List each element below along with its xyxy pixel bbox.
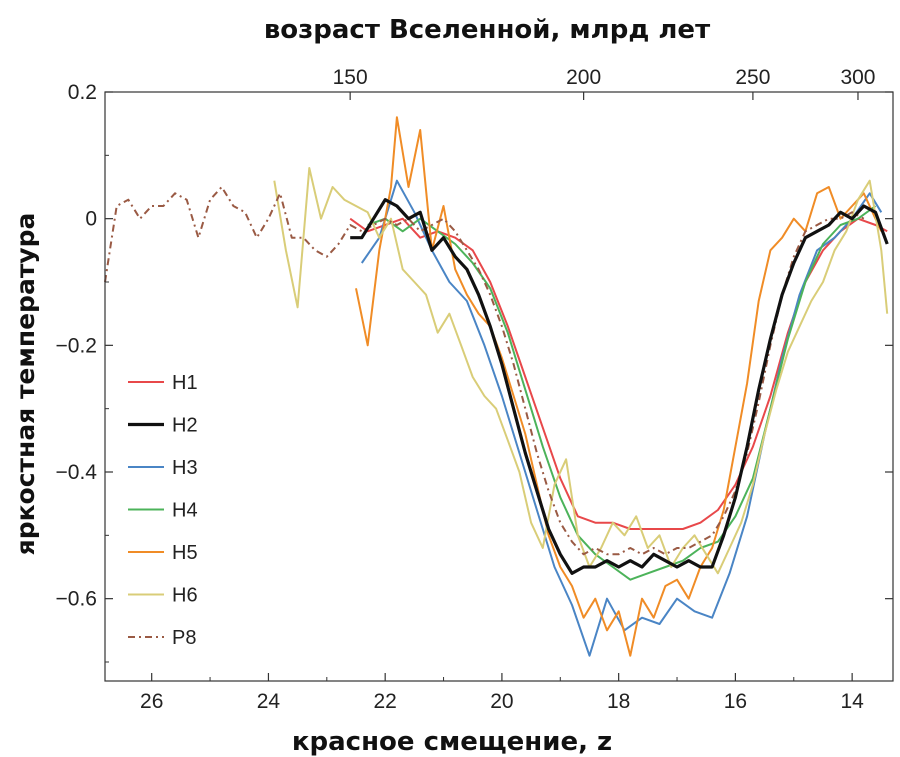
series-line-h1: [349, 217, 888, 530]
plot-lines: [104, 116, 889, 657]
legend-label-h5: H5: [172, 542, 198, 564]
x-axis-label: красное смещение, z: [292, 727, 612, 757]
legend-label-h3: H3: [172, 457, 198, 479]
y-tick-label: 0: [85, 208, 97, 231]
x-tick-label: 18: [607, 690, 630, 713]
top-tick-label: 300: [840, 66, 875, 89]
series-line-h4: [367, 205, 877, 581]
x-tick-label: 16: [724, 690, 747, 713]
legend-label-p8: P8: [172, 627, 196, 649]
legend-label-h6: H6: [172, 585, 198, 607]
x-tick-label: 24: [257, 690, 281, 713]
top-tick-label: 150: [333, 66, 368, 89]
legend: H1 H2 H3 H4 H5 H6 P8: [128, 372, 198, 649]
series-line-h2: [350, 198, 889, 575]
x-axis-ticks: 26 24 22 20 18 16 14: [140, 673, 864, 713]
legend-label-h2: H2: [172, 415, 198, 437]
legend-label-h1: H1: [172, 372, 198, 394]
plot-area-frame: [104, 91, 894, 682]
y-tick-label: −0.2: [56, 334, 97, 357]
y-tick-label: −0.4: [56, 461, 98, 484]
chart-top-title: возраст Вселенной, млрд лет: [264, 15, 710, 45]
x-tick-label: 14: [840, 690, 864, 713]
series-line-h3: [360, 179, 883, 657]
y-axis-ticks: 0.2 0 −0.2 −0.4 −0.6: [56, 81, 893, 663]
legend-label-h4: H4: [172, 500, 198, 522]
x-tick-label: 22: [373, 690, 396, 713]
series-line-h6: [273, 167, 889, 575]
x-tick-label: 26: [140, 690, 163, 713]
top-tick-label: 250: [735, 66, 770, 89]
x-tick-label: 20: [490, 690, 513, 713]
top-axis-ticks: 150 200 250 300: [333, 66, 876, 100]
y-tick-label: 0.2: [68, 81, 97, 104]
y-axis-label: яркостная температура: [11, 213, 40, 556]
top-tick-label: 200: [566, 66, 601, 89]
series-line-h5: [355, 116, 883, 657]
y-tick-label: −0.6: [56, 588, 97, 611]
